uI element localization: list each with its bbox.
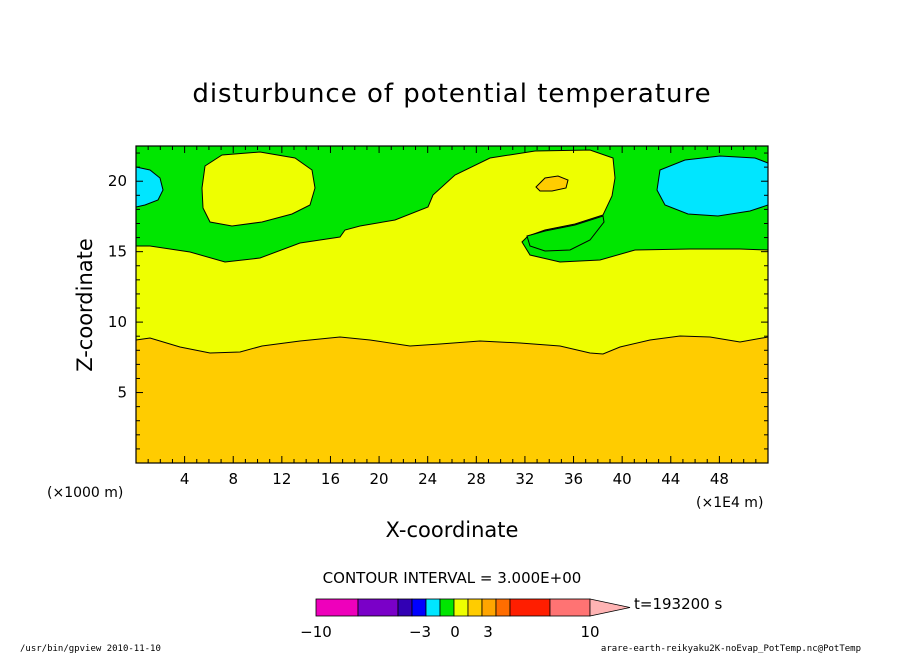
cyan-cell-right — [656, 155, 768, 217]
chart-title: disturbunce of potential temperature — [192, 79, 711, 109]
colorbar-bin — [357, 598, 399, 617]
orange-spot — [535, 175, 569, 192]
x-units-left: (×1000 m) — [47, 485, 123, 501]
colorbar-tick-label: 10 — [580, 623, 599, 641]
colorbar-tick-label: −3 — [409, 623, 431, 641]
x-tick-label: 20 — [370, 470, 389, 488]
colorbar-bin — [467, 598, 483, 617]
y-axis-label: Z-coordinate — [73, 238, 97, 372]
colorbar-bin — [549, 598, 591, 617]
y-tick-label: 20 — [108, 172, 127, 190]
y-tick-labels: 5 10 15 20 — [108, 172, 127, 401]
colorbar-bin — [509, 598, 551, 617]
contour-interval-label: CONTOUR INTERVAL = 3.000E+00 — [323, 569, 582, 587]
colorbar-bin — [439, 598, 455, 617]
x-axis-label: X-coordinate — [386, 518, 519, 542]
x-tick-label: 12 — [272, 470, 291, 488]
x-tick-label: 4 — [180, 470, 190, 488]
x-tick-label: 16 — [321, 470, 340, 488]
orange-region — [136, 335, 768, 463]
x-units-right: (×1E4 m) — [696, 495, 763, 511]
colorbar-bin — [453, 598, 469, 617]
axis-ticks — [135, 146, 769, 464]
colorbar-tick-label: −10 — [300, 623, 332, 641]
colorbar — [315, 598, 631, 617]
colorbar-tick-label: 3 — [483, 623, 493, 641]
x-tick-label: 8 — [228, 470, 238, 488]
colorbar-bin — [425, 598, 441, 617]
footer-left: /usr/bin/gpview 2010-11-10 — [20, 644, 161, 654]
x-tick-label: 36 — [564, 470, 583, 488]
plot-area — [135, 145, 769, 464]
colorbar-bin — [397, 598, 413, 617]
colorbar-bin — [495, 598, 511, 617]
colorbar-tick-label: 0 — [450, 623, 460, 641]
y-tick-label: 15 — [108, 243, 127, 261]
x-tick-label: 40 — [613, 470, 632, 488]
y-tick-label: 5 — [117, 384, 127, 402]
colorbar-bin — [411, 598, 427, 617]
cyan-cell-left — [136, 166, 164, 208]
x-tick-label: 28 — [467, 470, 486, 488]
x-tick-label: 24 — [418, 470, 437, 488]
colorbar-labels: −10 −3 0 3 10 — [300, 623, 599, 641]
colorbar-bin — [481, 598, 497, 617]
x-tick-labels: 4 8 12 16 20 24 28 32 36 40 44 48 — [180, 470, 729, 488]
green-notch — [526, 215, 605, 252]
x-tick-label: 48 — [710, 470, 729, 488]
yellow-cell-left — [201, 151, 316, 227]
x-tick-label: 32 — [515, 470, 534, 488]
time-label: t=193200 s — [634, 595, 722, 613]
colorbar-extension — [589, 598, 631, 617]
footer-right: arare-earth-reikyaku2K-noEvap_PotTemp.nc… — [601, 644, 861, 654]
colorbar-bin — [315, 598, 359, 617]
x-tick-label: 44 — [661, 470, 680, 488]
y-tick-label: 10 — [108, 313, 127, 331]
